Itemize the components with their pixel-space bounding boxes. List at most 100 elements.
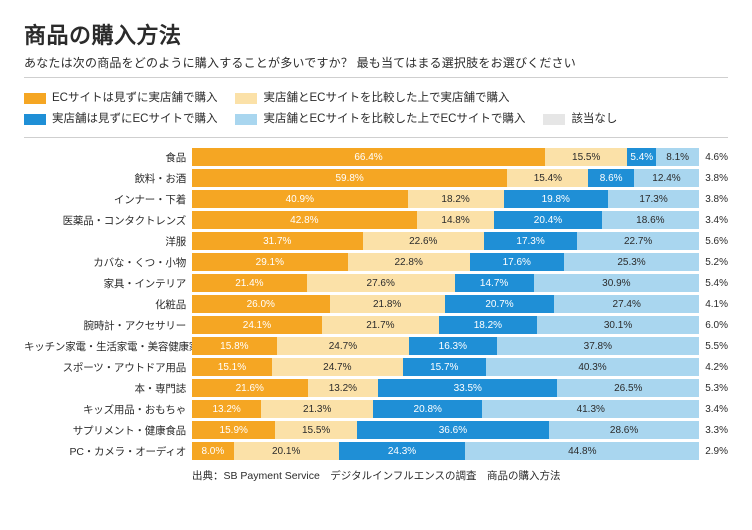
bar-segment: 18.6% [602, 211, 700, 229]
category-label: 飲料・お酒 [24, 171, 192, 186]
segment-value: 36.6% [439, 425, 467, 436]
bar-segment: 14.7% [455, 274, 534, 292]
segment-value: 13.2% [329, 383, 357, 394]
bar-segment: 29.1% [192, 253, 348, 271]
segment-value: 15.4% [534, 173, 562, 184]
chart-row: 化粧品26.0%21.8%20.7%27.4%4.1% [24, 295, 728, 313]
segment-value: 18.2% [441, 194, 469, 205]
bar-segment: 22.8% [348, 253, 470, 271]
divider-top [24, 77, 728, 78]
chart-row: 本・専門誌21.6%13.2%33.5%26.5%5.3% [24, 379, 728, 397]
segment-value: 40.3% [578, 362, 606, 373]
legend-label: 実店舗とECサイトを比較した上で実店舗で購入 [263, 88, 509, 109]
category-label: 本・専門誌 [24, 381, 192, 396]
segment-value: 41.3% [577, 404, 605, 415]
bar-segment: 8.0% [192, 442, 234, 460]
segment-value: 5.4% [630, 152, 653, 163]
stacked-bar: 42.8%14.8%20.4%18.6% [192, 211, 699, 229]
stacked-bar: 21.4%27.6%14.7%30.9% [192, 274, 699, 292]
segment-value: 8.1% [666, 152, 689, 163]
stacked-bar: 15.9% 15.5% 36.6% 28.6% [192, 421, 699, 439]
bar-segment: 24.1% [192, 316, 322, 334]
stacked-bar: 40.9% 18.2% 19.8% 17.3% [192, 190, 699, 208]
segment-value: 15.9% [220, 425, 248, 436]
legend-item: ECサイトは見ずに実店舗で購入 [24, 88, 217, 109]
bar-segment: 5.4% [627, 148, 656, 166]
segment-value: 31.7% [263, 236, 291, 247]
bar-segment: 17.6% [470, 253, 564, 271]
legend-label: 該当なし [571, 109, 617, 130]
legend-item: 該当なし [543, 109, 617, 130]
segment-value: 12.4% [652, 173, 680, 184]
segment-value: 22.6% [409, 236, 437, 247]
outside-value: 6.0% [705, 320, 728, 331]
chart-row: キッチン家電・生活家電・美容健康家電15.8%24.7%16.3%37.8%5.… [24, 337, 728, 355]
bar-segment: 15.9% [192, 421, 275, 439]
segment-value: 17.3% [639, 194, 667, 205]
bar-segment: 15.1% [192, 358, 272, 376]
chart-row: 家具・インテリア21.4%27.6%14.7%30.9%5.4% [24, 274, 728, 292]
bar-segment: 15.4% [507, 169, 588, 187]
bar-segment: 15.5% [275, 421, 356, 439]
bar-segment: 28.6% [549, 421, 699, 439]
segment-value: 20.4% [534, 215, 562, 226]
bar-segment: 8.1% [656, 148, 699, 166]
bar-segment: 24.7% [277, 337, 409, 355]
outside-value: 4.6% [705, 152, 728, 163]
segment-value: 15.1% [218, 362, 246, 373]
category-label: 化粧品 [24, 297, 192, 312]
segment-value: 44.8% [568, 446, 596, 457]
bar-segment: 8.6% [588, 169, 633, 187]
segment-value: 22.7% [624, 236, 652, 247]
outside-value: 5.2% [705, 257, 728, 268]
bar-segment: 27.6% [307, 274, 455, 292]
bar-segment: 20.4% [494, 211, 601, 229]
segment-value: 37.8% [584, 341, 612, 352]
segment-value: 21.3% [303, 404, 331, 415]
segment-value: 29.1% [256, 257, 284, 268]
stacked-bar: 15.8% 24.7% 16.3% 37.8% [192, 337, 699, 355]
bar-segment: 40.3% [486, 358, 699, 376]
segment-value: 15.5% [572, 152, 600, 163]
divider-legend [24, 137, 728, 138]
legend-swatch [235, 114, 257, 125]
page-subtitle: あなたは次の商品をどのように購入することが多いですか？ 最も当てはまる選択肢をお… [24, 54, 728, 71]
segment-value: 19.8% [542, 194, 570, 205]
bar-segment: 24.7% [272, 358, 403, 376]
bar-segment: 42.8% [192, 211, 417, 229]
segment-value: 15.8% [220, 341, 248, 352]
bar-segment: 16.3% [409, 337, 496, 355]
chart-row: 食品66.4%15.5%5.4%8.1%4.6% [24, 148, 728, 166]
segment-value: 40.9% [286, 194, 314, 205]
legend-item: 実店舗とECサイトを比較した上でECサイトで購入 [235, 109, 525, 130]
segment-value: 15.5% [302, 425, 330, 436]
bar-segment: 41.3% [482, 400, 699, 418]
bar-segment: 17.3% [608, 190, 699, 208]
bar-segment: 15.5% [545, 148, 627, 166]
outside-value: 3.4% [705, 404, 728, 415]
category-label: PC・カメラ・オーディオ [24, 444, 192, 459]
category-label: 家具・インテリア [24, 276, 192, 291]
outside-value: 3.3% [705, 425, 728, 436]
outside-value: 5.3% [705, 383, 728, 394]
outside-value: 4.2% [705, 362, 728, 373]
bar-segment: 27.4% [554, 295, 699, 313]
bar-segment: 26.5% [557, 379, 699, 397]
chart-row: サプリメント・健康食品15.9%15.5%36.6%28.6%3.3% [24, 421, 728, 439]
segment-value: 66.4% [354, 152, 382, 163]
outside-value: 3.8% [705, 194, 728, 205]
legend-row: ECサイトは見ずに実店舗で購入 実店舗とECサイトを比較した上で実店舗で購入 [24, 88, 728, 109]
bar-segment: 15.7% [403, 358, 486, 376]
stacked-bar: 24.1%21.7%18.2%30.1% [192, 316, 699, 334]
segment-value: 16.3% [439, 341, 467, 352]
category-label: カバな・くつ・小物 [24, 255, 192, 270]
bar-segment: 13.2% [192, 400, 261, 418]
segment-value: 14.7% [480, 278, 508, 289]
category-label: 医薬品・コンタクトレンズ [24, 213, 192, 228]
stacked-bar: 29.1%22.8%17.6%25.3% [192, 253, 699, 271]
segment-value: 28.6% [610, 425, 638, 436]
segment-value: 26.0% [247, 299, 275, 310]
legend-swatch [24, 114, 46, 125]
bar-segment: 22.7% [577, 232, 699, 250]
legend-label: 実店舗は見ずにECサイトで購入 [52, 109, 217, 130]
